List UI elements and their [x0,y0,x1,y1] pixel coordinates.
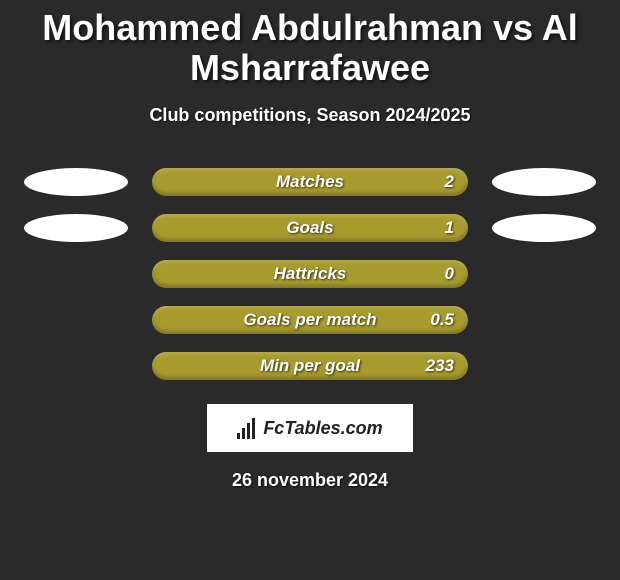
stat-value: 1 [445,218,454,238]
stat-label: Goals per match [243,310,376,330]
stat-label: Matches [276,172,344,192]
left-ellipse [24,168,128,196]
stat-value: 0.5 [430,310,454,330]
snapshot-date: 26 november 2024 [0,470,620,491]
stat-row: Goals per match 0.5 [0,306,620,334]
stat-label: Hattricks [274,264,347,284]
right-ellipse [492,168,596,196]
comparison-title: Mohammed Abdulrahman vs Al Msharrafawee [0,0,620,87]
stat-value: 233 [426,356,454,376]
stat-rows: Matches 2 Goals 1 Hattricks 0 Goals per match 0… [0,168,620,380]
stat-bar: Goals 1 [152,214,468,242]
logo-box: FcTables.com [207,404,413,452]
stat-value: 0 [445,264,454,284]
comparison-subtitle: Club competitions, Season 2024/2025 [0,105,620,126]
stat-bar: Goals per match 0.5 [152,306,468,334]
left-ellipse [24,260,128,288]
logo-text: FcTables.com [263,418,382,439]
right-ellipse [492,352,596,380]
stat-row: Matches 2 [0,168,620,196]
left-ellipse [24,352,128,380]
stat-row: Goals 1 [0,214,620,242]
stat-value: 2 [445,172,454,192]
stat-bar: Hattricks 0 [152,260,468,288]
stat-label: Goals [286,218,333,238]
right-ellipse [492,260,596,288]
left-ellipse [24,306,128,334]
right-ellipse [492,214,596,242]
stat-row: Hattricks 0 [0,260,620,288]
left-ellipse [24,214,128,242]
stat-row: Min per goal 233 [0,352,620,380]
stat-bar: Matches 2 [152,168,468,196]
stat-bar: Min per goal 233 [152,352,468,380]
bar-chart-icon [237,417,259,439]
stat-label: Min per goal [260,356,360,376]
right-ellipse [492,306,596,334]
